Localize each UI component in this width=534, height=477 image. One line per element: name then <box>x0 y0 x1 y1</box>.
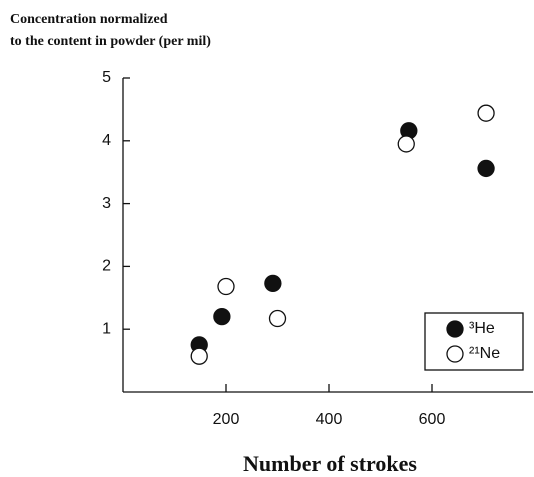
y-axis-label: to the content in powder (per mil) <box>10 34 211 49</box>
legend-label: ²¹Ne <box>469 345 500 362</box>
point <box>477 159 495 178</box>
x-tick-label: 200 <box>213 411 240 428</box>
x-axis-label: Number of strokes <box>243 451 417 476</box>
y-tick-label: 4 <box>102 132 111 149</box>
x-tick-label: 400 <box>316 411 343 428</box>
point <box>477 104 495 122</box>
legend-marker <box>446 320 464 338</box>
legend-marker <box>446 345 464 363</box>
y-tick-label: 3 <box>102 195 111 212</box>
point <box>268 309 287 328</box>
point <box>264 274 282 293</box>
y-tick-label: 1 <box>102 320 111 337</box>
legend-label: ³He <box>469 320 495 337</box>
y-axis-label: Concentration normalized <box>10 12 168 27</box>
point <box>190 347 208 365</box>
x-tick-label: 600 <box>419 411 446 428</box>
point <box>213 307 231 326</box>
legend <box>424 312 524 371</box>
y-tick-label: 2 <box>102 258 111 275</box>
y-tick-label: 5 <box>102 69 111 86</box>
point <box>217 277 235 296</box>
point <box>397 135 415 153</box>
